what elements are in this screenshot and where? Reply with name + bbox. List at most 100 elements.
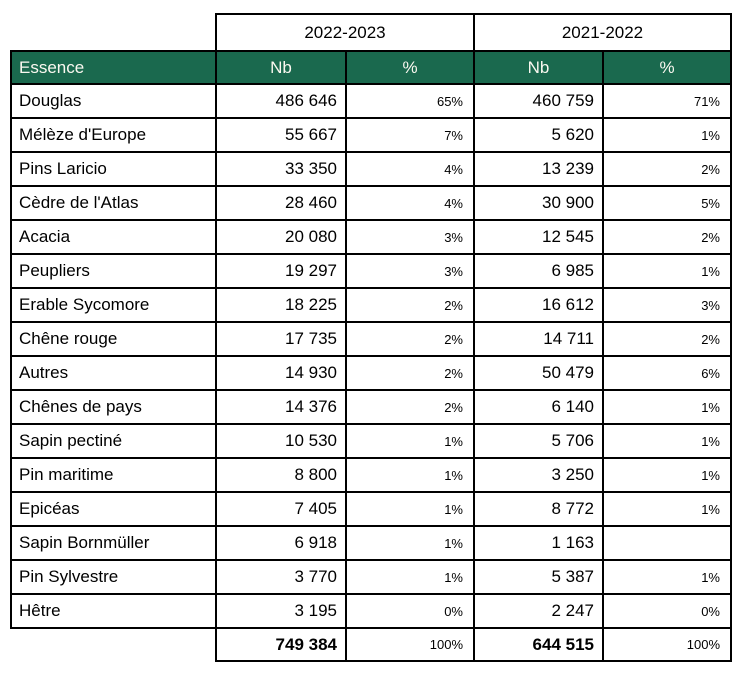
pct-cell-2021: 3%	[602, 287, 732, 323]
essence-cell: Chêne rouge	[10, 321, 217, 357]
table-row: Epicéas 7 405 1% 8 772 1%	[10, 491, 732, 527]
pct-cell-2021: 1%	[602, 117, 732, 153]
nb-column-header-2022: Nb	[215, 50, 347, 85]
essence-comparison-table: 2022-2023 2021-2022 Essence Nb % Nb % Do…	[10, 13, 732, 662]
nb-cell-2021: 13 239	[473, 151, 604, 187]
empty-top-left-cell	[11, 14, 216, 51]
table-row: Douglas 486 646 65% 460 759 71%	[10, 83, 732, 119]
essence-cell: Hêtre	[10, 593, 217, 629]
table-row: Pins Laricio 33 350 4% 13 239 2%	[10, 151, 732, 187]
pct-cell-2022: 2%	[345, 355, 475, 391]
pct-cell-2021: 1%	[602, 559, 732, 595]
pct-cell-2021: 2%	[602, 219, 732, 255]
essence-cell: Cèdre de l'Atlas	[10, 185, 217, 221]
table-row: Pin maritime 8 800 1% 3 250 1%	[10, 457, 732, 493]
pct-column-header-2021: %	[602, 50, 732, 85]
table-row: Autres 14 930 2% 50 479 6%	[10, 355, 732, 391]
pct-cell-2021: 2%	[602, 151, 732, 187]
nb-cell-2022: 20 080	[215, 219, 347, 255]
essence-cell: Peupliers	[10, 253, 217, 289]
year-header-2022-2023: 2022-2023	[215, 13, 475, 52]
essence-column-header: Essence	[10, 50, 217, 85]
nb-cell-2021: 50 479	[473, 355, 604, 391]
total-nb-2021: 644 515	[473, 627, 604, 662]
table-row: Acacia 20 080 3% 12 545 2%	[10, 219, 732, 255]
nb-cell-2022: 3 195	[215, 593, 347, 629]
nb-cell-2021: 460 759	[473, 83, 604, 119]
nb-cell-2021: 5 387	[473, 559, 604, 595]
table-row: Mélèze d'Europe 55 667 7% 5 620 1%	[10, 117, 732, 153]
pct-cell-2021: 5%	[602, 185, 732, 221]
nb-cell-2021: 5 620	[473, 117, 604, 153]
nb-cell-2022: 33 350	[215, 151, 347, 187]
essence-cell: Chênes de pays	[10, 389, 217, 425]
empty-bottom-left-cell	[11, 628, 216, 661]
essence-cell: Pin Sylvestre	[10, 559, 217, 595]
essence-cell: Erable Sycomore	[10, 287, 217, 323]
nb-cell-2021: 5 706	[473, 423, 604, 459]
pct-cell-2021: 1%	[602, 253, 732, 289]
nb-cell-2022: 486 646	[215, 83, 347, 119]
nb-cell-2022: 55 667	[215, 117, 347, 153]
nb-cell-2021: 6 140	[473, 389, 604, 425]
essence-cell: Acacia	[10, 219, 217, 255]
pct-cell-2022: 7%	[345, 117, 475, 153]
pct-cell-2022: 0%	[345, 593, 475, 629]
essence-cell: Pin maritime	[10, 457, 217, 493]
nb-cell-2022: 17 735	[215, 321, 347, 357]
year-header-2021-2022: 2021-2022	[473, 13, 732, 52]
nb-cell-2021: 30 900	[473, 185, 604, 221]
pct-cell-2022: 3%	[345, 219, 475, 255]
pct-cell-2022: 1%	[345, 559, 475, 595]
pct-cell-2022: 2%	[345, 321, 475, 357]
nb-cell-2022: 19 297	[215, 253, 347, 289]
pct-cell-2022: 1%	[345, 457, 475, 493]
nb-cell-2022: 3 770	[215, 559, 347, 595]
nb-cell-2022: 28 460	[215, 185, 347, 221]
pct-cell-2021: 2%	[602, 321, 732, 357]
total-pct-2021: 100%	[602, 627, 732, 662]
table-row: Pin Sylvestre 3 770 1% 5 387 1%	[10, 559, 732, 595]
nb-cell-2022: 7 405	[215, 491, 347, 527]
nb-cell-2022: 14 930	[215, 355, 347, 391]
essence-cell: Autres	[10, 355, 217, 391]
pct-cell-2022: 2%	[345, 287, 475, 323]
table-row: Cèdre de l'Atlas 28 460 4% 30 900 5%	[10, 185, 732, 221]
pct-cell-2021: 0%	[602, 593, 732, 629]
total-nb-2022: 749 384	[215, 627, 347, 662]
nb-cell-2022: 6 918	[215, 525, 347, 561]
pct-cell-2022: 1%	[345, 423, 475, 459]
pct-cell-2021: 1%	[602, 457, 732, 493]
nb-cell-2021: 6 985	[473, 253, 604, 289]
nb-cell-2022: 14 376	[215, 389, 347, 425]
pct-column-header-2022: %	[345, 50, 475, 85]
essence-cell: Sapin Bornmüller	[10, 525, 217, 561]
nb-cell-2021: 8 772	[473, 491, 604, 527]
year-header-row: 2022-2023 2021-2022	[11, 13, 732, 52]
total-pct-2022: 100%	[345, 627, 475, 662]
table-row: Sapin pectiné 10 530 1% 5 706 1%	[10, 423, 732, 459]
pct-cell-2022: 65%	[345, 83, 475, 119]
nb-cell-2021: 3 250	[473, 457, 604, 493]
pct-cell-2022: 1%	[345, 491, 475, 527]
table-row: Chênes de pays 14 376 2% 6 140 1%	[10, 389, 732, 425]
total-row: 749 384 100% 644 515 100%	[11, 627, 732, 662]
nb-column-header-2021: Nb	[473, 50, 604, 85]
column-header-row: Essence Nb % Nb %	[10, 50, 732, 85]
essence-cell: Epicéas	[10, 491, 217, 527]
nb-cell-2021: 1 163	[473, 525, 604, 561]
nb-cell-2022: 18 225	[215, 287, 347, 323]
nb-cell-2022: 8 800	[215, 457, 347, 493]
nb-cell-2021: 16 612	[473, 287, 604, 323]
nb-cell-2021: 12 545	[473, 219, 604, 255]
nb-cell-2021: 2 247	[473, 593, 604, 629]
pct-cell-2022: 2%	[345, 389, 475, 425]
pct-cell-2021	[602, 525, 732, 561]
pct-cell-2022: 4%	[345, 185, 475, 221]
pct-cell-2021: 1%	[602, 423, 732, 459]
table-row: Erable Sycomore 18 225 2% 16 612 3%	[10, 287, 732, 323]
essence-cell: Sapin pectiné	[10, 423, 217, 459]
table-row: Chêne rouge 17 735 2% 14 711 2%	[10, 321, 732, 357]
pct-cell-2022: 1%	[345, 525, 475, 561]
